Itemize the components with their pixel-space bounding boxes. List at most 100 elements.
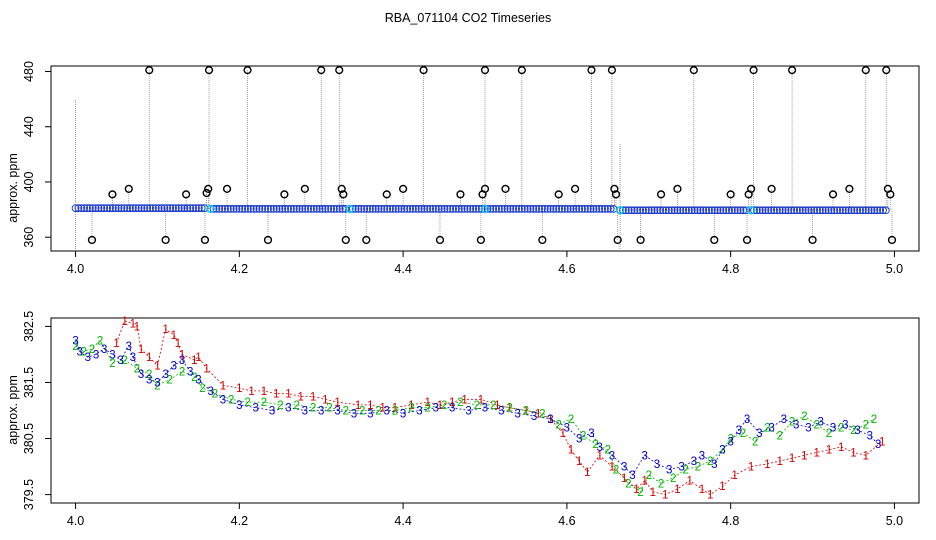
outlier-point <box>607 66 617 75</box>
series-1-point: 1 <box>523 406 529 418</box>
baseline-point <box>249 204 258 213</box>
baseline-point <box>103 204 111 213</box>
series-2-point: 2 <box>167 375 173 387</box>
series-3-point: 3 <box>154 377 160 389</box>
series-2-point: 2 <box>441 400 447 412</box>
series-3-point: 3 <box>842 420 848 432</box>
baseline-point <box>742 206 751 215</box>
series-1-point: 1 <box>478 394 484 406</box>
baseline-point <box>457 204 466 213</box>
series-3-point: 3 <box>72 335 78 347</box>
baseline-point <box>449 204 457 213</box>
series-3-point: 3 <box>351 408 357 420</box>
baseline-point <box>309 204 318 213</box>
baseline-point <box>411 204 420 213</box>
baseline-point <box>426 204 435 213</box>
baseline-point <box>341 204 350 213</box>
baseline-point <box>420 204 429 213</box>
series-1-point: 1 <box>764 459 770 471</box>
series-1-line <box>116 320 883 496</box>
outlier-point <box>808 235 817 245</box>
top-x-tick-label: 4.6 <box>558 262 575 276</box>
series-3-point: 3 <box>547 414 553 426</box>
series-2-point: 2 <box>863 420 869 432</box>
series-3-point: 3 <box>564 422 570 434</box>
series-3-point: 3 <box>318 406 324 418</box>
outlier-point <box>636 235 645 245</box>
series-2-point: 2 <box>777 431 783 443</box>
baseline-point <box>446 204 455 213</box>
series-3-point: 3 <box>465 406 471 418</box>
baseline-point <box>266 204 275 213</box>
baseline-point <box>186 204 195 213</box>
baseline-point <box>532 204 541 213</box>
baseline-point <box>354 204 363 213</box>
series-1-point: 1 <box>584 467 590 479</box>
top-y-tick-label: 400 <box>22 171 36 192</box>
baseline-point <box>497 204 506 213</box>
baseline-point <box>755 206 764 215</box>
series-1-point: 1 <box>461 394 467 406</box>
top-y-tick-label: 440 <box>22 116 36 137</box>
bottom-x-tick-label: 4.8 <box>722 514 739 528</box>
baseline-point <box>578 204 586 213</box>
baseline-point <box>163 204 172 213</box>
series-1-point: 1 <box>379 403 385 415</box>
panel-bottom-x-axis: 4.0 4.2 4.4 4.6 4.8 5.0 <box>67 503 903 528</box>
baseline-point <box>386 204 394 213</box>
baseline-point <box>223 204 232 213</box>
series-2-point: 2 <box>568 414 574 426</box>
outlier-point <box>610 184 619 193</box>
baseline-point <box>824 206 833 215</box>
series-3-point: 3 <box>416 406 422 418</box>
baseline-point <box>437 204 446 213</box>
baseline-point <box>180 204 189 213</box>
series-2-point: 2 <box>72 341 78 353</box>
series-1-point: 1 <box>568 445 574 457</box>
baseline-point <box>864 206 873 215</box>
outlier-point <box>108 190 117 199</box>
baseline-point <box>261 204 270 213</box>
baseline-point <box>374 204 383 213</box>
bottom-x-tick-label: 4.0 <box>67 514 84 528</box>
series-3-point: 3 <box>126 341 132 353</box>
outlier-point <box>280 190 289 199</box>
series-3-point: 3 <box>253 403 259 415</box>
panel-bottom: approx. ppm 4.0 4.2 4.4 4.6 4.8 5.0 379.5 380.… <box>6 311 920 528</box>
series-3-point: 3 <box>805 422 811 434</box>
baseline-point <box>572 204 581 213</box>
baseline-point <box>684 206 693 215</box>
series-3-point: 3 <box>596 442 602 454</box>
cyan-point <box>480 204 490 214</box>
baseline-point <box>120 204 129 213</box>
baseline-point <box>790 206 799 215</box>
series-1-point: 1 <box>175 338 181 350</box>
series-1-point: 1 <box>633 484 639 496</box>
baseline-point <box>391 204 400 213</box>
baseline-point <box>538 204 546 213</box>
series-1-point: 1 <box>113 338 119 350</box>
series-3-point: 3 <box>621 462 627 474</box>
baseline-point <box>452 204 460 213</box>
baseline-point <box>483 204 492 213</box>
bottom-x-tick-label: 4.4 <box>394 514 411 528</box>
baseline-point <box>667 206 676 215</box>
baseline-point <box>500 204 509 213</box>
series-3-point: 3 <box>867 431 873 443</box>
series-1-point: 1 <box>707 490 713 502</box>
baseline-point <box>312 204 321 213</box>
baseline-point <box>606 204 615 213</box>
series-3-point: 3 <box>285 403 291 415</box>
baseline-point <box>795 206 804 215</box>
series-2-point: 2 <box>752 436 758 448</box>
baseline-point <box>434 204 443 213</box>
series-3-point: 3 <box>576 434 582 446</box>
series-1-point: 1 <box>322 394 328 406</box>
series-3-point: 3 <box>609 450 615 462</box>
bottom-y-tick-label: 382.5 <box>22 311 36 342</box>
baseline-point <box>466 204 475 213</box>
outlier-point <box>501 184 510 193</box>
baseline-point <box>586 204 595 213</box>
series-2-point: 2 <box>89 344 95 356</box>
baseline-point <box>477 204 486 213</box>
